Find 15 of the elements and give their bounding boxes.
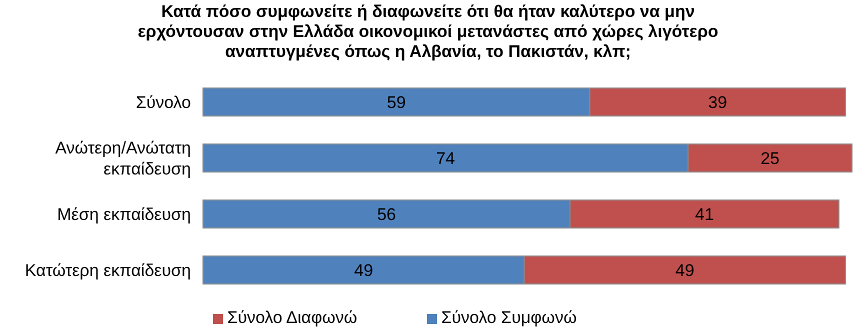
y-tick-label: Κατώτερη εκπαίδευση (24, 260, 191, 280)
data-label: 39 (708, 93, 728, 112)
data-label: 59 (386, 93, 406, 112)
chart-title: Κατά πόσο συμφωνείτε ή διαφωνείτε ότι θα ήταν καλύτερο να μην ερχόντουσαν στην Ελλάδα οικονομικοί μετανάστες από χώρες λιγότερο αναπτυγμένες όπως η Αλβανία, το Πακιστάν, κλπ; (136, 1, 720, 63)
data-label: 49 (675, 261, 694, 280)
data-label: 56 (377, 205, 396, 224)
data-label: 49 (354, 261, 374, 280)
data-label: 25 (760, 149, 780, 168)
data-label: 41 (695, 205, 714, 224)
y-tick-label: Μέση εκπαίδευση (57, 204, 191, 224)
y-tick-label: Ανώτερη/Ανώτατη εκπαίδευση (55, 138, 191, 178)
y-tick-label: Σύνολο (136, 92, 191, 112)
legend-label: Σύνολο Διαφωνώ (227, 308, 358, 327)
legend-label: Σύνολο Συμφωνώ (441, 308, 577, 327)
data-label: 74 (436, 149, 456, 168)
